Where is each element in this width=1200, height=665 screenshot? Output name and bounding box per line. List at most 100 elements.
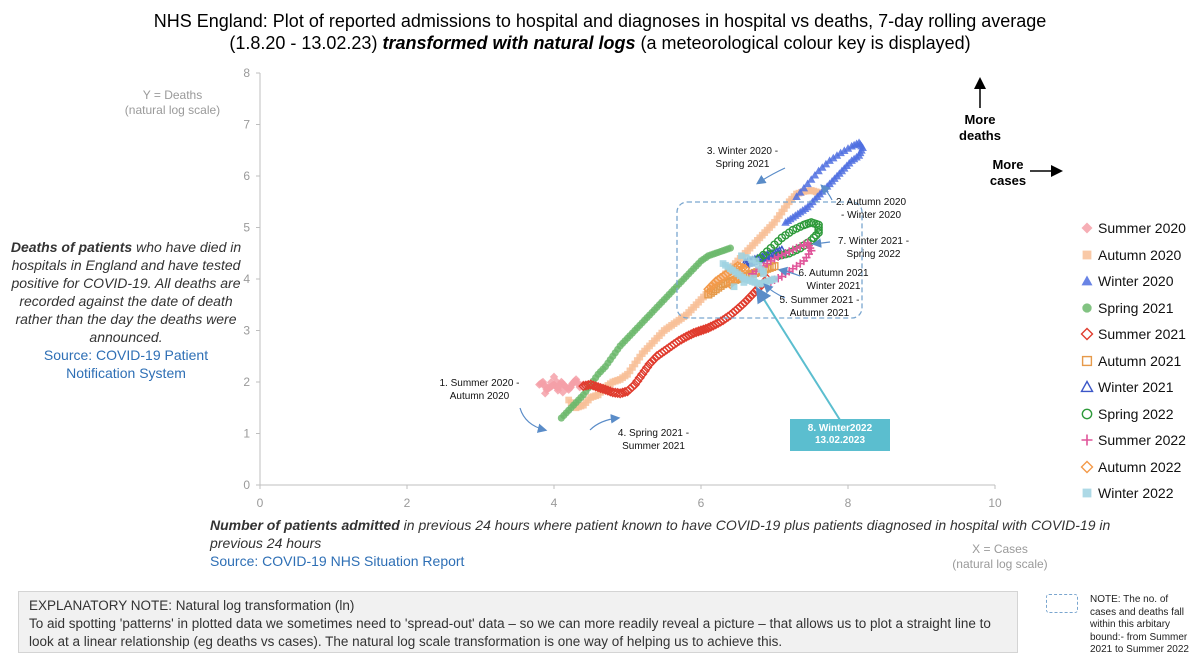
data-point <box>695 325 707 336</box>
data-point <box>825 156 834 164</box>
data-point <box>693 326 704 337</box>
annotation-6-arrow <box>777 266 801 277</box>
data-point <box>836 148 845 157</box>
y-tick-label: 2 <box>243 375 250 389</box>
annotation-5-arrow <box>763 283 786 299</box>
legend-marker-icon <box>1081 355 1093 366</box>
data-point <box>785 247 794 256</box>
data-point <box>600 384 611 395</box>
data-point <box>773 252 783 261</box>
cases-description-bold: Number of patients admitted <box>210 517 400 533</box>
data-point <box>641 362 653 373</box>
y-tick-label: 5 <box>243 221 250 235</box>
legend-item: Summer 2021 <box>1080 321 1198 348</box>
series-winter-2022 <box>719 252 778 291</box>
annotation-1: 1. Summer 2020 - Autumn 2020 <box>432 378 527 403</box>
data-point <box>814 228 823 237</box>
data-point <box>552 377 562 387</box>
title-dates: (1.8.20 - 13.02.23) <box>229 33 383 53</box>
data-point <box>770 262 779 271</box>
data-point <box>814 225 823 235</box>
more-deaths-line-1: More <box>964 112 996 127</box>
more-deaths-label: More deaths <box>950 112 1010 144</box>
data-point <box>700 323 712 334</box>
annotation-7-line-1: 7. Winter 2021 - <box>837 236 910 247</box>
annotation-2-line-2: - Winter 2020 <box>840 209 902 221</box>
data-point <box>590 381 601 392</box>
series-summer-2021 <box>578 273 773 399</box>
annotation-4-line-1: 4. Spring 2021 - <box>617 428 690 439</box>
legend-item: Spring 2021 <box>1080 295 1198 322</box>
legend-label: Summer 2020 <box>1098 220 1186 237</box>
explanatory-heading: EXPLANATORY NOTE: Natural log transforma… <box>29 598 355 613</box>
data-point <box>688 327 699 339</box>
annotation-5-line-2: Autumn 2021 <box>789 307 850 319</box>
data-point <box>776 212 783 219</box>
y-tick-label: 1 <box>243 427 250 441</box>
data-point <box>585 379 596 390</box>
data-point <box>799 240 809 249</box>
title-line-2: (1.8.20 - 13.02.23) transformed with nat… <box>0 32 1200 54</box>
data-point <box>749 260 756 267</box>
data-point <box>796 188 805 196</box>
data-point <box>799 183 809 192</box>
legend-item: Spring 2022 <box>1080 401 1198 428</box>
data-point <box>737 299 748 310</box>
data-point <box>629 379 641 390</box>
data-point <box>553 386 563 395</box>
data-point <box>773 215 781 223</box>
deaths-description-bold: Deaths of patients <box>10 239 133 255</box>
y-tick-label: 3 <box>243 324 250 338</box>
data-point <box>742 294 753 305</box>
legend-marker-shape <box>1080 380 1094 393</box>
data-point <box>771 275 778 283</box>
data-point <box>792 243 801 253</box>
data-point <box>588 380 599 391</box>
data-point <box>783 201 791 209</box>
legend-item: Summer 2022 <box>1080 427 1198 454</box>
legend-marker-shape <box>1082 303 1092 313</box>
data-point <box>683 330 694 341</box>
y-tick-label: 8 <box>243 66 250 80</box>
legend-marker-icon <box>1081 275 1093 286</box>
data-point <box>566 383 575 392</box>
data-point <box>781 249 790 258</box>
data-point <box>703 284 714 295</box>
y-tick-label: 7 <box>243 118 250 132</box>
legend-marker-icon <box>1080 327 1094 341</box>
data-point <box>755 261 762 269</box>
data-point <box>739 296 751 308</box>
data-point <box>624 370 631 378</box>
data-point <box>740 279 748 286</box>
data-point <box>814 223 823 232</box>
legend-label: Autumn 2022 <box>1098 458 1182 475</box>
y-tick-label: 0 <box>243 478 250 492</box>
data-point <box>780 205 788 212</box>
bound-box <box>676 201 863 319</box>
more-deaths-line-2: deaths <box>959 128 1001 143</box>
annotation-4: 4. Spring 2021 - Summer 2021 <box>606 428 701 453</box>
bound-note: NOTE: The no. of cases and deaths fall w… <box>1090 594 1189 655</box>
data-point <box>747 289 758 300</box>
annotation-6: 6. Autumn 2021 Winter 2021 <box>786 268 881 293</box>
legend-marker-icon <box>1081 222 1093 234</box>
annotation-3-line-2: Spring 2021 <box>715 158 770 170</box>
legend-item: Autumn 2020 <box>1080 242 1198 269</box>
data-point <box>592 381 604 393</box>
annotation-8-badge: 8. Winter2022 13.02.2023 <box>790 419 890 451</box>
legend-marker-icon <box>1080 380 1094 393</box>
data-point <box>705 281 716 292</box>
deaths-description-text: who have died in hospitals in England an… <box>11 239 242 345</box>
data-point <box>767 262 777 272</box>
data-point <box>646 356 658 367</box>
legend-marker-shape <box>1081 275 1093 286</box>
annotation-1-line-1: 1. Summer 2020 - <box>439 378 520 389</box>
explanatory-note: EXPLANATORY NOTE: Natural log transforma… <box>18 591 1018 653</box>
data-point <box>634 372 645 383</box>
chart-title: NHS England: Plot of reported admissions… <box>0 10 1200 54</box>
data-point <box>597 383 609 395</box>
x-tick-label: 10 <box>988 496 1002 510</box>
title-emphasis: transformed with natural logs <box>382 33 636 53</box>
legend-label: Winter 2021 <box>1098 379 1174 396</box>
data-point <box>810 170 820 179</box>
